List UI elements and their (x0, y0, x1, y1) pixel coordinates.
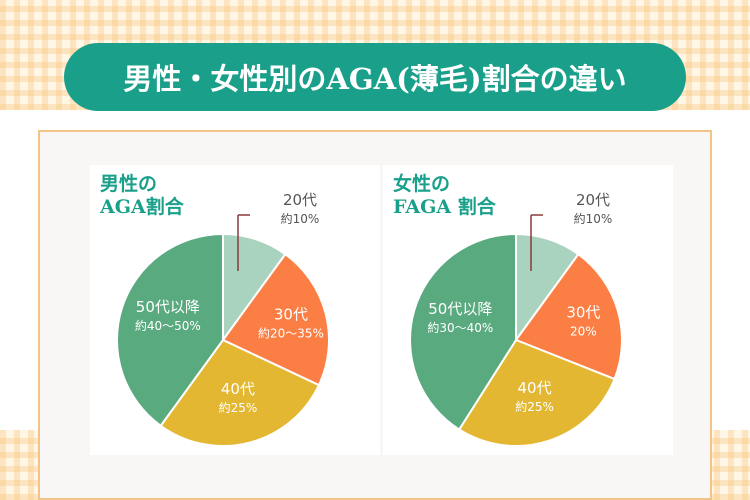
men-chart-title-line1: 男性の (100, 173, 158, 195)
women-value-fifties: 約30～40% (427, 320, 493, 335)
women-label-thirties: 30代 (566, 304, 600, 322)
women-label-forties: 40代 (517, 379, 551, 397)
women-value-twenties: 約10% (574, 211, 613, 226)
men-value-forties: 約25% (219, 400, 258, 415)
women-label-fifties: 50代以降 (428, 300, 492, 318)
men-chart-title: 男性の AGA割合 (100, 173, 184, 219)
women-value-forties: 約25% (515, 399, 554, 414)
women-label-twenties: 20代 (576, 191, 610, 209)
women-slice-forties (457, 338, 616, 447)
page-title: 男性・女性別のAGA(薄毛)割合の違い (64, 43, 686, 111)
men-label-forties: 40代 (221, 380, 255, 398)
men-label-twenties: 20代 (283, 191, 317, 209)
men-slice-forties (159, 338, 321, 447)
women-slice-fifties (409, 232, 517, 431)
men-value-thirties: 約20～35% (258, 326, 324, 341)
women-value-thirties: 20% (570, 325, 597, 339)
men-chart-title-line2: AGA割合 (100, 196, 184, 218)
men-slice-fifties (116, 232, 224, 428)
men-value-twenties: 約10% (281, 211, 320, 226)
women-chart-title: 女性の FAGA 割合 (393, 173, 496, 219)
women-chart-title-line1: 女性の (393, 173, 451, 195)
page-title-text: 男性・女性別のAGA(薄毛)割合の違い (123, 62, 627, 96)
men-label-fifties: 50代以降 (136, 298, 200, 316)
men-value-fifties: 約40～50% (135, 318, 201, 333)
women-faga-card: 女性の FAGA 割合 30代 20% 40代約25% 50代以降約30～40% 20代… (383, 165, 673, 455)
men-aga-card: 男性の AGA割合 30代約20～35% 40代約25% 50代以降約40～50% 2… (90, 165, 380, 455)
women-slice-thirties (514, 252, 623, 381)
women-chart-title-line2: FAGA 割合 (393, 196, 496, 218)
men-label-thirties: 30代 (274, 306, 308, 324)
